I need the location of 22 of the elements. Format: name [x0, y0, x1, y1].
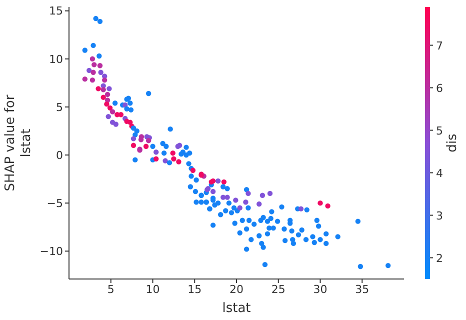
x-tick-label: 10	[146, 282, 160, 296]
y-tick-label: −5	[46, 196, 63, 210]
color-bar-label: 4	[436, 166, 443, 180]
y-tick-label: 10	[49, 52, 63, 66]
y-tick-label: 15	[49, 4, 63, 18]
color-bar-label: 3	[436, 209, 443, 222]
color-bar-label: 7	[436, 39, 443, 52]
x-tick-label: 25	[271, 282, 286, 296]
x-tick-label: 15	[188, 282, 202, 296]
x-tick-label: 20	[230, 282, 244, 296]
x-tick-label: 30	[313, 282, 328, 296]
color-bar-label: 5	[436, 124, 443, 138]
y-axis-title: SHAP value for lstat	[3, 94, 34, 192]
y-tick-label: 0	[56, 148, 63, 162]
y-tick-label: 5	[56, 100, 63, 114]
x-tick-label: 5	[107, 282, 114, 296]
color-bar-label: 6	[436, 82, 443, 95]
y-tick-label: −10	[40, 245, 63, 258]
x-tick-label: 35	[355, 282, 370, 296]
color-bar-label: 2	[436, 252, 443, 265]
x-axis-title: lstat	[222, 301, 251, 316]
color-bar-title: dis	[445, 133, 460, 152]
